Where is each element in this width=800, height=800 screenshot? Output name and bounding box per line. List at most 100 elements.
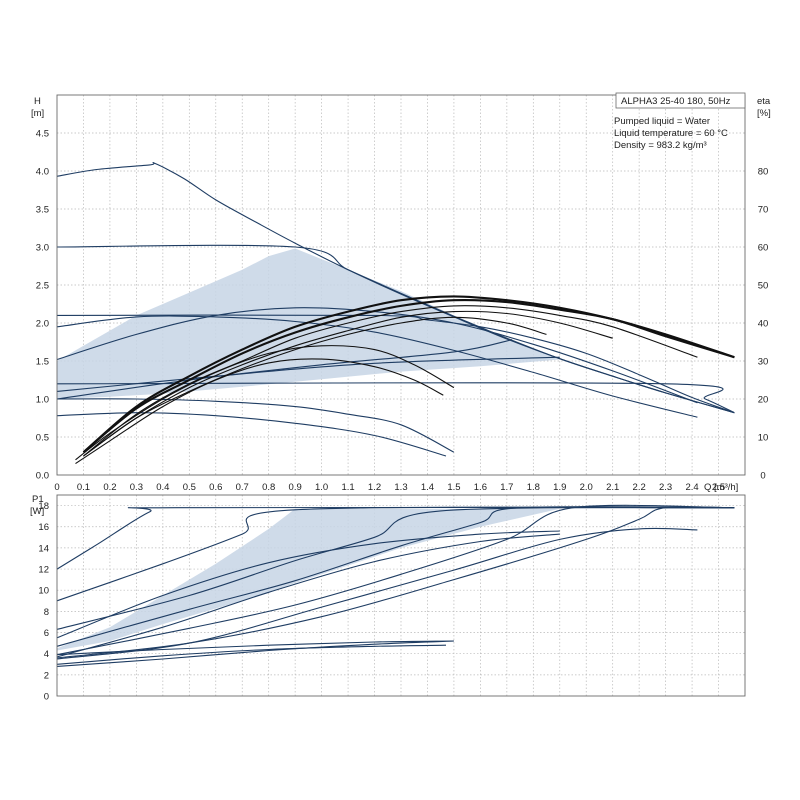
- head-tick-label: 2.5: [36, 281, 49, 292]
- head-curve: [56, 398, 455, 453]
- head-curve: [56, 244, 735, 414]
- head-operating-area-shape: [57, 248, 560, 399]
- head-curve: [56, 412, 447, 457]
- flow-tick-label: 0.7: [236, 482, 249, 493]
- flow-tick-label: 0.8: [262, 482, 275, 493]
- power-axis-unit: [W]: [30, 506, 44, 517]
- power-curve: [56, 640, 454, 656]
- head-axis-label: H: [34, 96, 41, 107]
- flow-tick-label: 2.1: [606, 482, 619, 493]
- power-tick-label: 8: [44, 607, 49, 618]
- flow-tick-label: 1.2: [368, 482, 381, 493]
- head-curve: [56, 339, 513, 400]
- flow-tick-label: 0.9: [289, 482, 302, 493]
- head-curve: [56, 315, 698, 418]
- head-curve: [56, 356, 560, 392]
- head-tick-label: 2.0: [36, 319, 49, 330]
- chart-title: ALPHA3 25-40 180, 50Hz: [621, 96, 731, 107]
- flow-tick-label: 2.0: [580, 482, 593, 493]
- eta-curves: [75, 295, 735, 465]
- flow-tick-label: 0.1: [77, 482, 90, 493]
- head-tick-label: 3.5: [36, 205, 49, 216]
- head-tick-label: 3.0: [36, 243, 49, 254]
- power-curve: [56, 504, 735, 656]
- flow-tick-label: 0: [54, 482, 59, 493]
- power-axis-label: P1: [32, 494, 44, 505]
- eta-curve: [83, 310, 613, 457]
- power-curve: [56, 507, 735, 630]
- head-tick-label: 0.5: [36, 433, 49, 444]
- flow-axis-label: Q [m³/h]: [704, 482, 738, 493]
- head-tick-label: 1.5: [36, 357, 49, 368]
- head-operating-area: [57, 248, 560, 399]
- flow-tick-labels: 0 0.1 0.2 0.3 0.4 0.5 0.6 0.7 0.8 0.9 1.0 1.1 1.2 1.3…: [54, 482, 725, 493]
- power-tick-label: 6: [44, 628, 49, 639]
- power-tick-label: 10: [38, 586, 49, 597]
- eta-curve: [83, 305, 698, 457]
- flow-tick-label: 0.3: [130, 482, 143, 493]
- flow-tick-label: 1.9: [553, 482, 566, 493]
- eta-tick-labels: 0 10 20 30 40 50 60 70 80: [758, 167, 769, 482]
- flow-tick-label: 1.3: [394, 482, 407, 493]
- flow-tick-label: 1.7: [500, 482, 513, 493]
- flow-tick-label: 1.8: [527, 482, 540, 493]
- eta-tick-label: 50: [758, 281, 769, 292]
- eta-curve: [83, 316, 547, 457]
- head-plot-frame: [56, 94, 746, 476]
- head-grid: [57, 95, 745, 475]
- power-tick-label: 16: [38, 522, 49, 533]
- head-curves: [56, 161, 735, 457]
- flow-tick-label: 0.4: [156, 482, 169, 493]
- flow-tick-label: 2.5: [712, 482, 725, 493]
- head-tick-label: 4.5: [36, 129, 49, 140]
- power-panel: 0 2 4 6 8 10 12 14 16 18 P1 [W]: [30, 494, 746, 703]
- eta-tick-label: 30: [758, 357, 769, 368]
- power-plot-frame: [56, 494, 746, 697]
- head-eta-panel: 0 0.1 0.2 0.3 0.4 0.5 0.6 0.7 0.8 0.9 1.0 1.1 1.2 1.3…: [31, 92, 771, 493]
- head-curve: [56, 314, 735, 414]
- flow-tick-label: 0.2: [103, 482, 116, 493]
- head-tick-labels: 0.0 0.5 1.0 1.5 2.0 2.5 3.0 3.5 4.0 4.5: [36, 129, 49, 482]
- power-tick-label: 0: [44, 692, 49, 703]
- power-tick-label: 12: [38, 565, 49, 576]
- power-curves: [56, 504, 735, 667]
- power-tick-label: 2: [44, 670, 49, 681]
- eta-axis-label: eta: [757, 96, 771, 107]
- eta-curve: [75, 345, 455, 461]
- power-operating-area-shape: [57, 508, 560, 651]
- head-tick-label: 4.0: [36, 167, 49, 178]
- power-curve: [56, 640, 454, 667]
- eta-axis-unit: [%]: [757, 108, 771, 119]
- eta-tick-label: 60: [758, 243, 769, 254]
- power-tick-label: 18: [38, 501, 49, 512]
- flow-tick-label: 2.3: [659, 482, 672, 493]
- power-curve: [56, 533, 560, 658]
- power-tick-labels: 0 2 4 6 8 10 12 14 16 18: [38, 501, 49, 702]
- flow-tick-label: 2.4: [685, 482, 698, 493]
- head-tick-label: 1.0: [36, 395, 49, 406]
- power-tick-label: 4: [44, 649, 49, 660]
- title-box: [615, 92, 746, 109]
- power-curve: [56, 530, 560, 639]
- power-tick-label: 14: [38, 543, 49, 554]
- eta-curve: [75, 358, 444, 465]
- flow-tick-label: 2.2: [633, 482, 646, 493]
- head-axis-unit: [m]: [31, 108, 44, 119]
- power-curve: [56, 527, 698, 660]
- eta-tick-label: 10: [758, 433, 769, 444]
- info-pumped-liquid: Pumped liquid = Water: [614, 116, 710, 127]
- flow-tick-label: 1.4: [421, 482, 434, 493]
- eta-tick-label: 70: [758, 205, 769, 216]
- flow-tick-label: 0.5: [183, 482, 196, 493]
- power-curve: [56, 506, 735, 647]
- info-density: Density = 983.2 kg/m³: [614, 140, 707, 151]
- info-liquid-temperature: Liquid temperature = 60 °C: [614, 128, 728, 139]
- flow-tick-label: 1.6: [474, 482, 487, 493]
- flow-tick-label: 0.6: [209, 482, 222, 493]
- eta-curve: [82, 298, 735, 454]
- eta-tick-label: 0: [760, 471, 765, 482]
- flow-tick-label: 1.5: [447, 482, 460, 493]
- head-curve: [56, 382, 735, 414]
- eta-tick-label: 20: [758, 395, 769, 406]
